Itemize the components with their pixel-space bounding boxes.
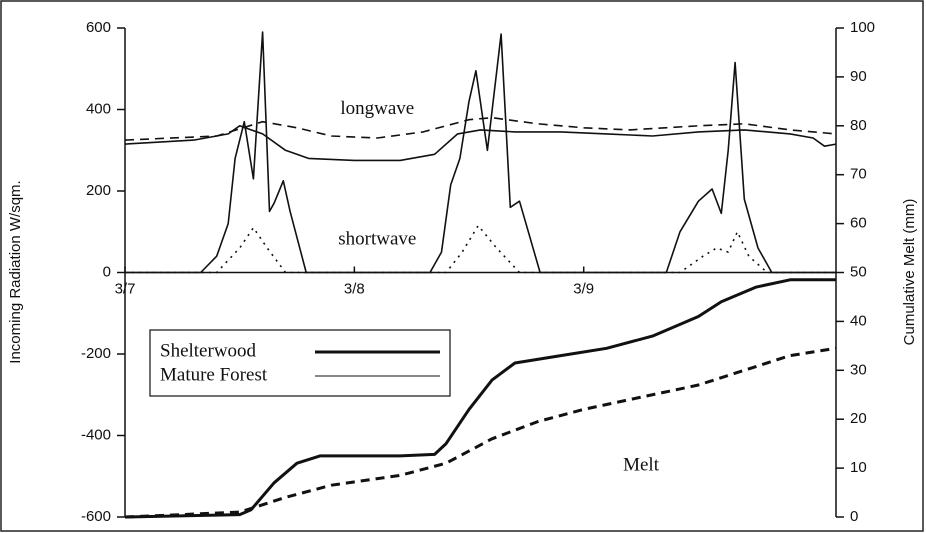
y-axis-title: Incoming Radiation W/sqm.: [7, 180, 24, 363]
y2-tick-label: 80: [850, 117, 867, 134]
x-tick-label: 3/7: [115, 280, 136, 297]
y-tick-label: 400: [86, 100, 111, 117]
y2-tick-label: 100: [850, 19, 875, 36]
series-line: [124, 125, 837, 162]
legend-label: Shelterwood: [160, 340, 257, 361]
series-line: [125, 224, 836, 274]
y2-tick-label: 70: [850, 166, 867, 183]
y-tick-label: -400: [81, 426, 111, 443]
y-tick-label: -600: [81, 508, 111, 525]
annotation: shortwave: [338, 228, 416, 249]
series-line: [124, 116, 837, 141]
y2-tick-label: 0: [850, 508, 858, 525]
y-tick-label: 0: [103, 263, 111, 280]
annotation: Melt: [623, 454, 660, 475]
series-line: [125, 31, 836, 274]
y2-tick-label: 40: [850, 312, 867, 329]
series-line: [124, 346, 837, 519]
y-tick-label: -200: [81, 345, 111, 362]
legend-box: [149, 329, 451, 397]
legend-label: Mature Forest: [160, 364, 268, 385]
annotation: longwave: [340, 98, 414, 119]
y-tick-label: 200: [86, 182, 111, 199]
y2-tick-label: 60: [850, 215, 867, 232]
x-tick-label: 3/9: [573, 280, 594, 297]
y2-tick-label: 50: [850, 263, 867, 280]
x-tick-label: 3/8: [344, 280, 365, 297]
y2-tick-label: 90: [850, 68, 867, 85]
series-line: [124, 278, 836, 519]
y2-tick-label: 20: [850, 410, 867, 427]
y2-axis-title: Cumulative Melt (mm): [901, 199, 918, 346]
y2-tick-label: 10: [850, 459, 867, 476]
y2-tick-label: 30: [850, 361, 867, 378]
y-tick-label: 600: [86, 19, 111, 36]
